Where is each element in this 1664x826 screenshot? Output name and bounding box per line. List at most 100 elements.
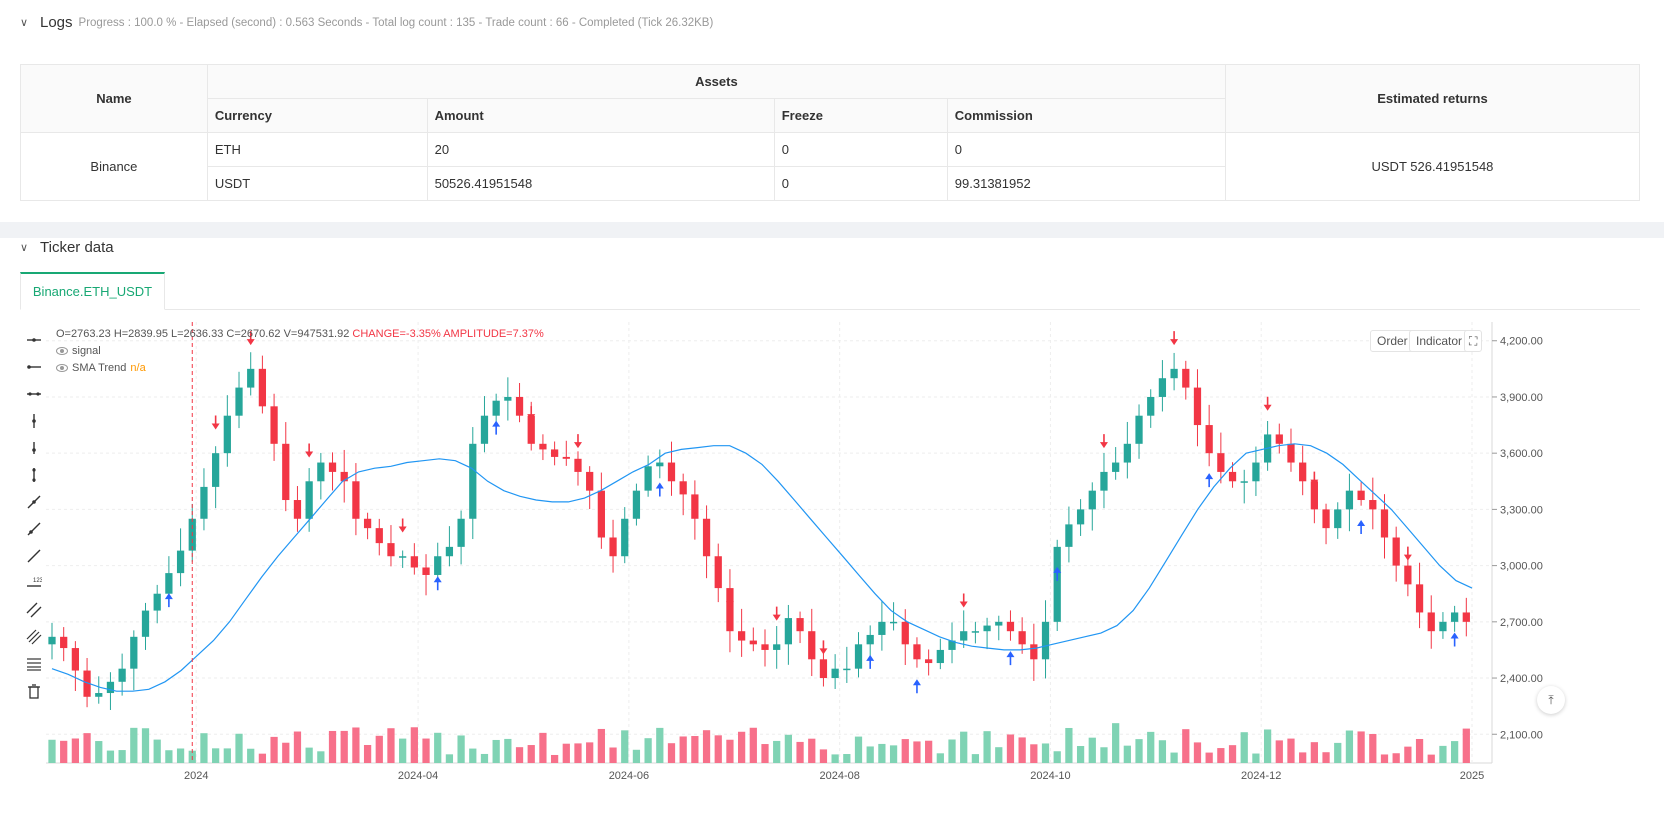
candle-body [574,458,582,472]
fib-icon[interactable] [22,650,46,677]
candle-body [1030,644,1038,660]
candle-body [1065,524,1073,547]
volume-bar [621,730,629,763]
candle-body [808,631,816,660]
segment-icon[interactable] [22,542,46,569]
buy-signal-marker [492,420,501,435]
volume-bar [866,746,874,763]
vertical-line-icon[interactable] [22,407,46,434]
candle-body [130,636,138,669]
horizontal-line-icon[interactable] [22,326,46,353]
volume-bar [843,754,851,763]
logs-header[interactable]: ∨ Logs Progress : 100.0 % - Elapsed (sec… [20,14,713,31]
price-label-icon[interactable]: 123 [22,569,46,596]
candle-body [212,453,220,487]
candle-body [773,644,781,650]
tab-eth-usdt[interactable]: Binance.ETH_USDT [20,272,165,310]
candle-body [469,443,477,519]
indicator-button[interactable]: Indicator [1409,330,1470,352]
volume-bar [656,727,664,763]
volume-bar [1076,746,1085,763]
volume-bar [469,748,477,763]
candle-body [749,640,757,645]
volume-bar [1334,742,1342,763]
candle-body [1439,621,1447,632]
volume-bar [223,748,231,763]
parallel-channel-icon[interactable] [22,596,46,623]
sell-signal-marker [246,331,255,346]
volume-bar [1287,738,1295,763]
volume-bar [434,732,442,763]
volume-bar [410,727,418,763]
legend-sma[interactable]: SMA Trend n/a [56,362,146,374]
vertical-ray-icon[interactable] [22,461,46,488]
trash-icon[interactable] [22,677,46,704]
candle-body [995,621,1003,626]
commission-cell: 0 [946,132,1226,167]
candle-body [1357,490,1365,501]
ticker-header[interactable]: ∨ Ticker data [20,239,114,256]
ohlc-close: C=2670.62 [226,328,281,340]
volume-bar [889,745,898,763]
chevron-down-icon[interactable]: ∨ [20,17,29,29]
pitchfork-icon[interactable] [22,623,46,650]
volume-bar [200,733,208,763]
y-tick-label: 4,200.00 [1500,336,1543,348]
buy-signal-marker [1053,566,1062,581]
fullscreen-icon[interactable]: ⛶ [1464,330,1483,352]
volume-bar [1053,751,1061,763]
volume-bar [796,741,804,763]
volume-bar [457,735,465,763]
ticker-title: Ticker data [40,239,114,256]
col-freeze: Freeze [773,98,948,133]
extended-line-icon[interactable] [22,380,46,407]
volume-bar [282,742,290,763]
volume-bar [165,750,173,763]
volume-bar [118,750,126,763]
volume-bar [597,728,605,763]
volume-bar [831,754,839,763]
volume-bar [235,733,243,763]
eye-icon[interactable] [56,347,68,355]
candle-body [1369,500,1377,510]
volume-bar [130,727,138,763]
candlestick-chart[interactable]: 4,200.00 3,900.00 3,600.00 3,300.00 3,000.00… [0,318,1664,826]
horizontal-ray-icon[interactable] [22,353,46,380]
candle-body [399,556,407,558]
eye-icon[interactable] [56,364,68,372]
candle-body [644,466,652,491]
order-button[interactable]: Order [1370,330,1415,352]
volume-bar [1380,754,1389,763]
chevron-down-icon[interactable]: ∨ [20,242,29,254]
candle-body [691,494,699,519]
sell-signal-marker [772,606,781,621]
volume-bar [679,736,687,763]
ray-icon[interactable] [22,515,46,542]
volume-bar [153,739,161,763]
legend-signal[interactable]: signal [56,345,101,357]
sell-signal-marker [527,406,536,421]
scroll-to-latest-icon[interactable]: ⤒ [1537,686,1565,714]
col-assets: Assets [206,64,1226,99]
candle-body [1299,462,1307,482]
volume-bar [1217,748,1225,763]
candle-body [492,400,500,416]
candle-body [317,462,325,482]
trend-line-icon[interactable] [22,488,46,515]
candle-body [562,456,570,459]
volume-bar [667,743,676,763]
candle-body [328,462,337,472]
volume-bar [317,751,325,763]
candle-body [153,593,161,611]
volume-bar [492,739,500,763]
volume-bar [878,743,886,763]
volume-bar [761,744,769,763]
table-row: USDT 50526.41951548 0 99.31381952 [21,166,1640,201]
volume-bar [1369,733,1377,763]
volume-bar [983,731,991,763]
volume-bar [1357,731,1365,763]
volume-bar [363,744,372,763]
candle-body [457,518,465,547]
volume-bar [212,748,220,763]
vertical-segment-icon[interactable] [22,434,46,461]
